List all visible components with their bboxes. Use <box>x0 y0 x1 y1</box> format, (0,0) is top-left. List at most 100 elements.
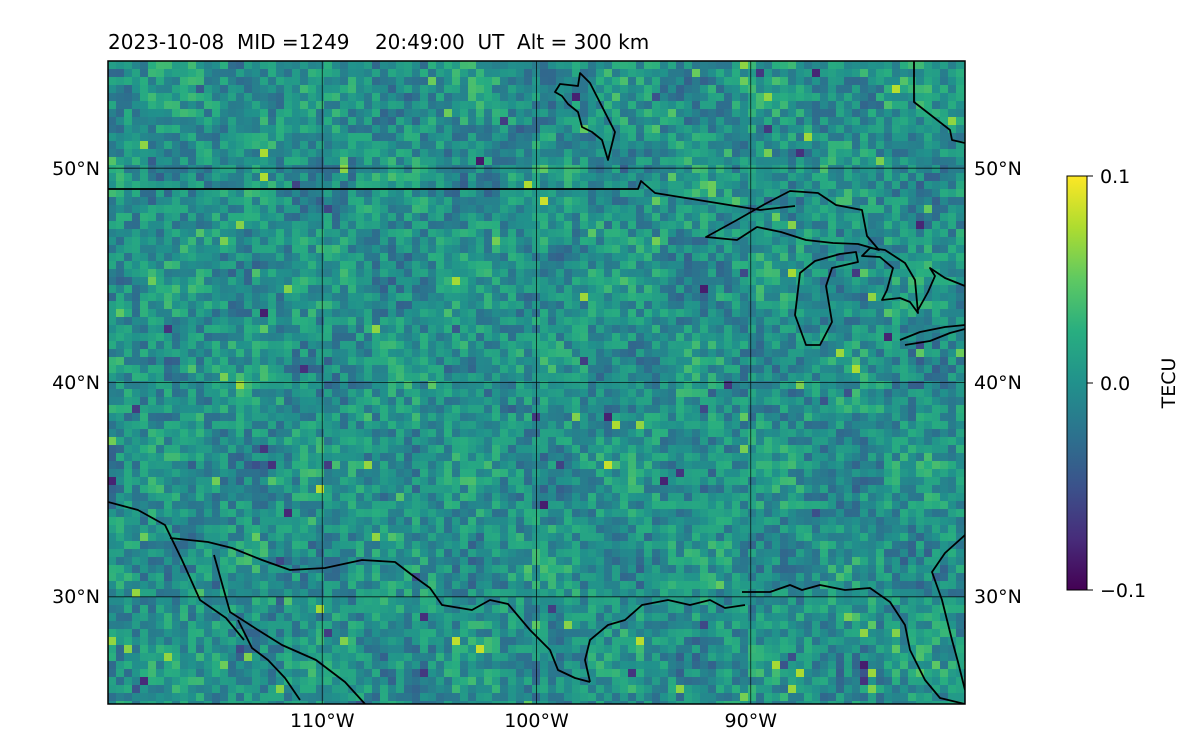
heatmap-cell <box>172 213 181 222</box>
heatmap-cell <box>796 317 805 326</box>
heatmap-cell <box>628 181 637 190</box>
heatmap-cell <box>436 397 445 406</box>
heatmap-cell <box>524 109 533 118</box>
heatmap-cell <box>548 229 557 238</box>
heatmap-cell <box>260 133 269 142</box>
heatmap-cell <box>244 413 253 422</box>
heatmap-cell <box>828 333 837 342</box>
heatmap-cell <box>132 221 141 230</box>
heatmap-cell <box>700 413 709 422</box>
heatmap-cell <box>108 149 117 158</box>
heatmap-cell <box>588 341 597 350</box>
heatmap-cell <box>276 365 285 374</box>
heatmap-cell <box>324 189 333 198</box>
heatmap-cell <box>300 325 309 334</box>
heatmap-cell <box>620 181 629 190</box>
heatmap-cell <box>260 397 269 406</box>
heatmap-cell <box>116 69 125 78</box>
heatmap-cell <box>812 181 821 190</box>
heatmap-cell <box>492 173 501 182</box>
heatmap-cell <box>588 349 597 358</box>
heatmap-cell <box>924 93 933 102</box>
heatmap-cell <box>852 293 861 302</box>
heatmap-cell <box>772 421 781 430</box>
heatmap-cell <box>692 229 701 238</box>
heatmap-cell <box>692 77 701 86</box>
heatmap-cell <box>236 93 245 102</box>
heatmap-cell <box>348 405 357 414</box>
heatmap-cell <box>756 373 765 382</box>
heatmap-cell <box>116 189 125 198</box>
heatmap-cell <box>780 421 789 430</box>
heatmap-cell <box>660 365 669 374</box>
heatmap-cell <box>436 365 445 374</box>
heatmap-cell <box>500 277 509 286</box>
heatmap-cell <box>516 77 525 86</box>
heatmap-cell <box>420 381 429 390</box>
heatmap-cell <box>868 221 877 230</box>
heatmap-cell <box>572 405 581 414</box>
heatmap-cell <box>828 325 837 334</box>
heatmap-cell <box>268 157 277 166</box>
heatmap-cell <box>140 157 149 166</box>
heatmap-cell <box>780 277 789 286</box>
heatmap-cell <box>484 341 493 350</box>
heatmap-cell <box>132 101 141 110</box>
heatmap-cell <box>164 77 173 86</box>
heatmap-cell <box>644 389 653 398</box>
heatmap-cell <box>500 157 509 166</box>
heatmap-cell <box>292 421 301 430</box>
heatmap-cell <box>828 189 837 198</box>
heatmap-cell <box>148 157 157 166</box>
heatmap-cell <box>292 197 301 206</box>
heatmap-cell <box>324 285 333 294</box>
heatmap-cell <box>140 61 149 70</box>
heatmap-cell <box>860 405 869 414</box>
heatmap-cell <box>804 317 813 326</box>
heatmap-cell <box>332 349 341 358</box>
heatmap-cell <box>132 253 141 262</box>
heatmap-cell <box>548 357 557 366</box>
heatmap-cell <box>372 309 381 318</box>
heatmap-cell <box>772 245 781 254</box>
heatmap-cell <box>388 301 397 310</box>
heatmap-cell <box>196 365 205 374</box>
heatmap-cell <box>164 277 173 286</box>
heatmap-cell <box>788 181 797 190</box>
heatmap-cell <box>220 125 229 134</box>
heatmap-cell <box>940 157 949 166</box>
heatmap-cell <box>404 101 413 110</box>
heatmap-cell <box>204 205 213 214</box>
heatmap-cell <box>932 413 941 422</box>
heatmap-cell <box>124 309 133 318</box>
heatmap-cell <box>116 429 125 438</box>
heatmap-cell <box>692 221 701 230</box>
heatmap-cell <box>508 301 517 310</box>
heatmap-cell <box>356 293 365 302</box>
heatmap-cell <box>244 381 253 390</box>
heatmap-cell <box>204 269 213 278</box>
heatmap-cell <box>788 293 797 302</box>
heatmap-cell <box>116 261 125 270</box>
heatmap-cell <box>660 389 669 398</box>
heatmap-cell <box>732 365 741 374</box>
heatmap-cell <box>892 181 901 190</box>
heatmap-cell <box>404 197 413 206</box>
heatmap-cell <box>852 341 861 350</box>
heatmap-cell <box>236 125 245 134</box>
heatmap-cell <box>756 357 765 366</box>
heatmap-cell <box>220 205 229 214</box>
heatmap-cell <box>500 381 509 390</box>
heatmap-cell <box>876 325 885 334</box>
heatmap-cell <box>956 381 965 390</box>
heatmap-cell <box>700 165 709 174</box>
heatmap-cell <box>268 365 277 374</box>
heatmap-cell <box>684 141 693 150</box>
heatmap-cell <box>372 397 381 406</box>
heatmap-cell <box>884 293 893 302</box>
heatmap-cell <box>572 133 581 142</box>
heatmap-cell <box>612 149 621 158</box>
heatmap-cell <box>332 229 341 238</box>
heatmap-cell <box>956 117 965 126</box>
heatmap-cell <box>228 341 237 350</box>
